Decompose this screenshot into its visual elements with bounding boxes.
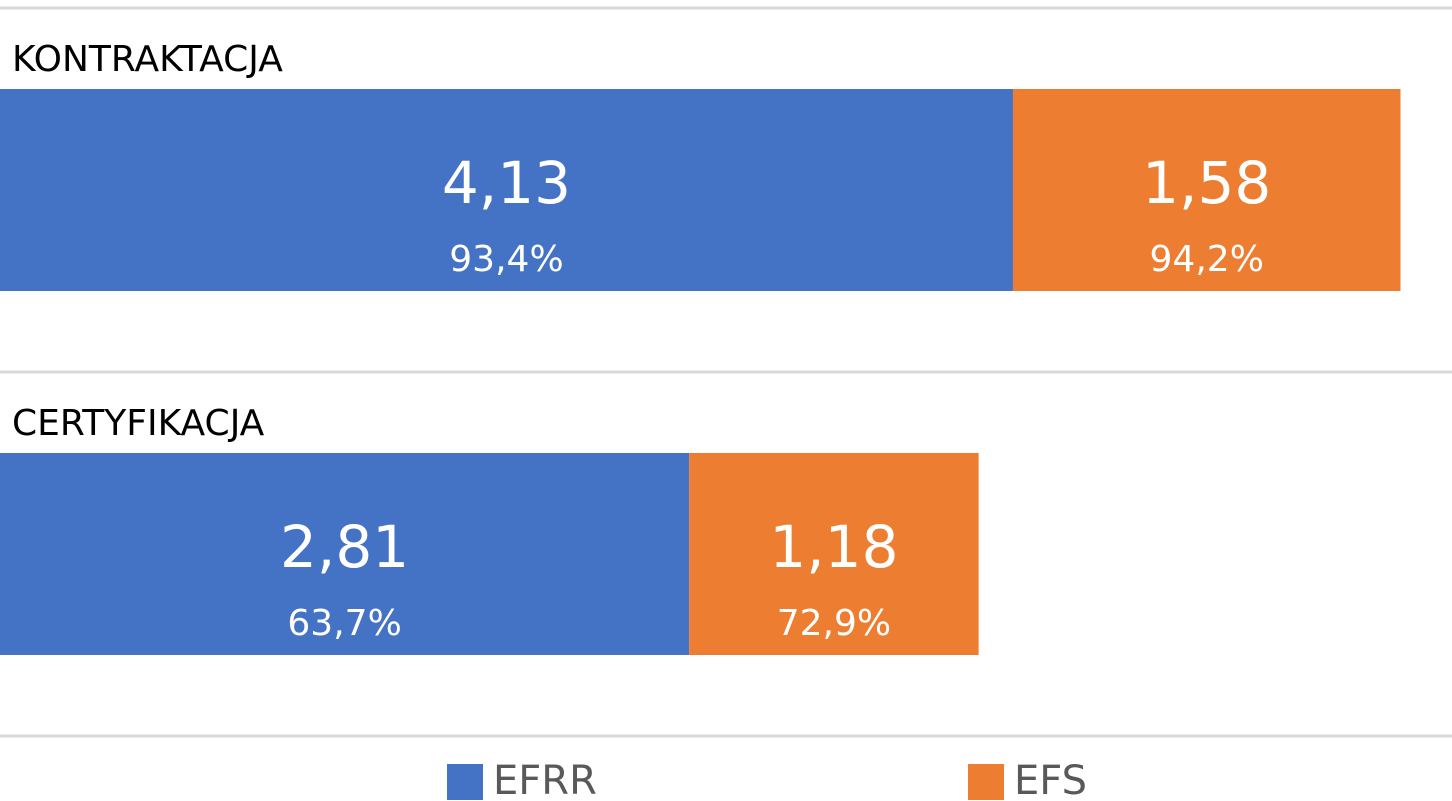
share-label: 63,7% [287, 603, 401, 644]
legend-swatch [447, 764, 483, 800]
legend-label: EFS [1014, 758, 1087, 801]
value-label: 4,13 [442, 149, 571, 217]
category-label: KONTRAKTACJA [12, 39, 283, 80]
bar-segment [1012, 89, 1401, 291]
share-label: 94,2% [1150, 239, 1264, 280]
legend-swatch [968, 764, 1004, 800]
share-label: 72,9% [777, 603, 891, 644]
bar-segment [0, 89, 1013, 291]
bar-segment [689, 453, 979, 655]
value-label: 1,58 [1142, 149, 1271, 217]
legend-label: EFRR [493, 758, 597, 801]
bar-segment [0, 453, 690, 655]
value-label: 1,18 [769, 513, 898, 581]
category-label: CERTYFIKACJA [12, 403, 265, 444]
value-label: 2,81 [280, 513, 409, 581]
share-label: 93,4% [449, 239, 563, 280]
